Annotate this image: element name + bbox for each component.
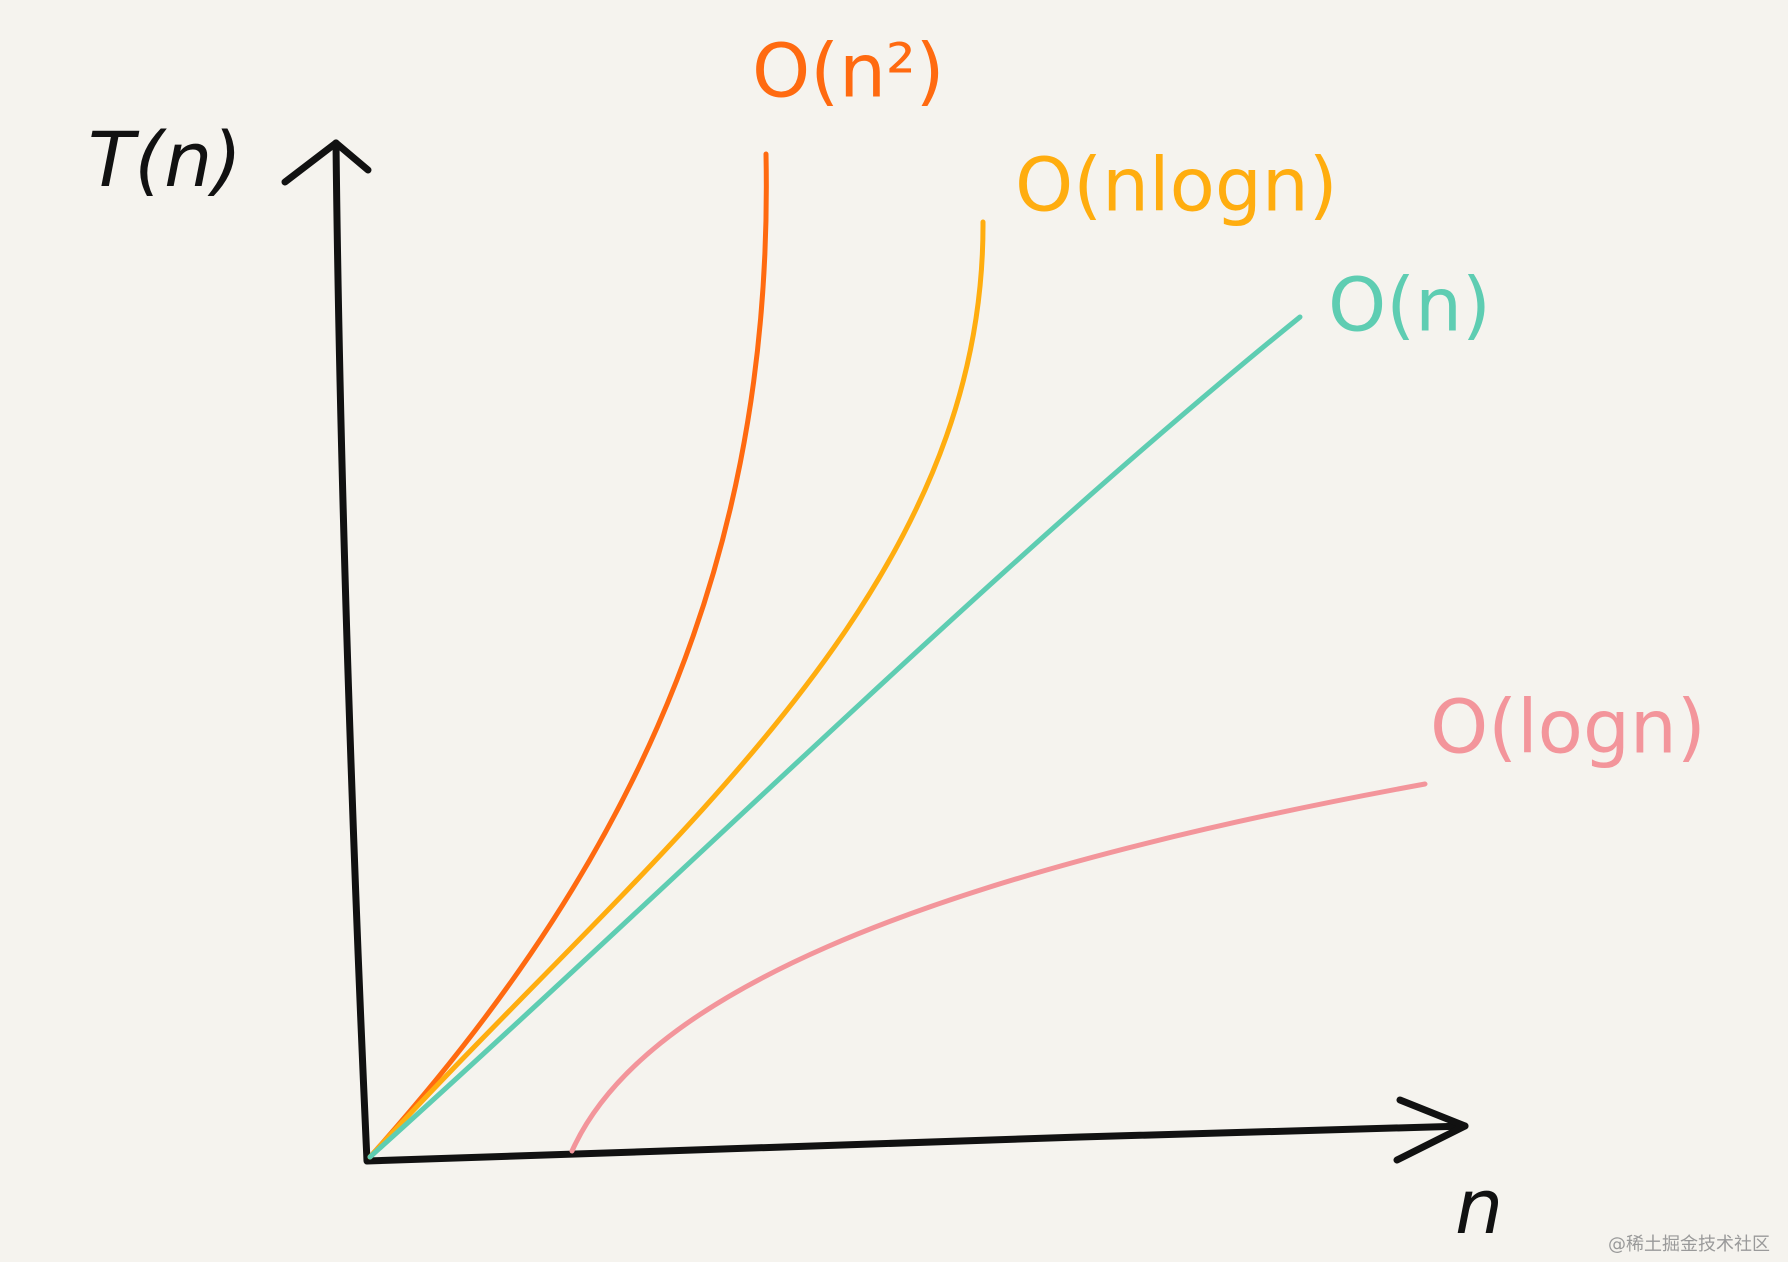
- curve: [367, 219, 986, 1160]
- curve-label: O(n): [1328, 263, 1491, 349]
- watermark: @稀土掘金技术社区: [1608, 1234, 1770, 1255]
- y-arrow: [281, 139, 372, 186]
- curve-label: O(nlogn): [1015, 143, 1338, 229]
- curve: [367, 314, 1303, 1160]
- curve: [367, 151, 769, 1160]
- x-arrow: [1393, 1096, 1469, 1164]
- curve-label: O(n²): [752, 29, 945, 115]
- axes: [332, 139, 1469, 1165]
- curve: [569, 781, 1428, 1154]
- x-axis-label: n: [1455, 1162, 1503, 1251]
- y-axis-label: T(n): [88, 115, 242, 204]
- curve-label: O(logn): [1430, 685, 1706, 771]
